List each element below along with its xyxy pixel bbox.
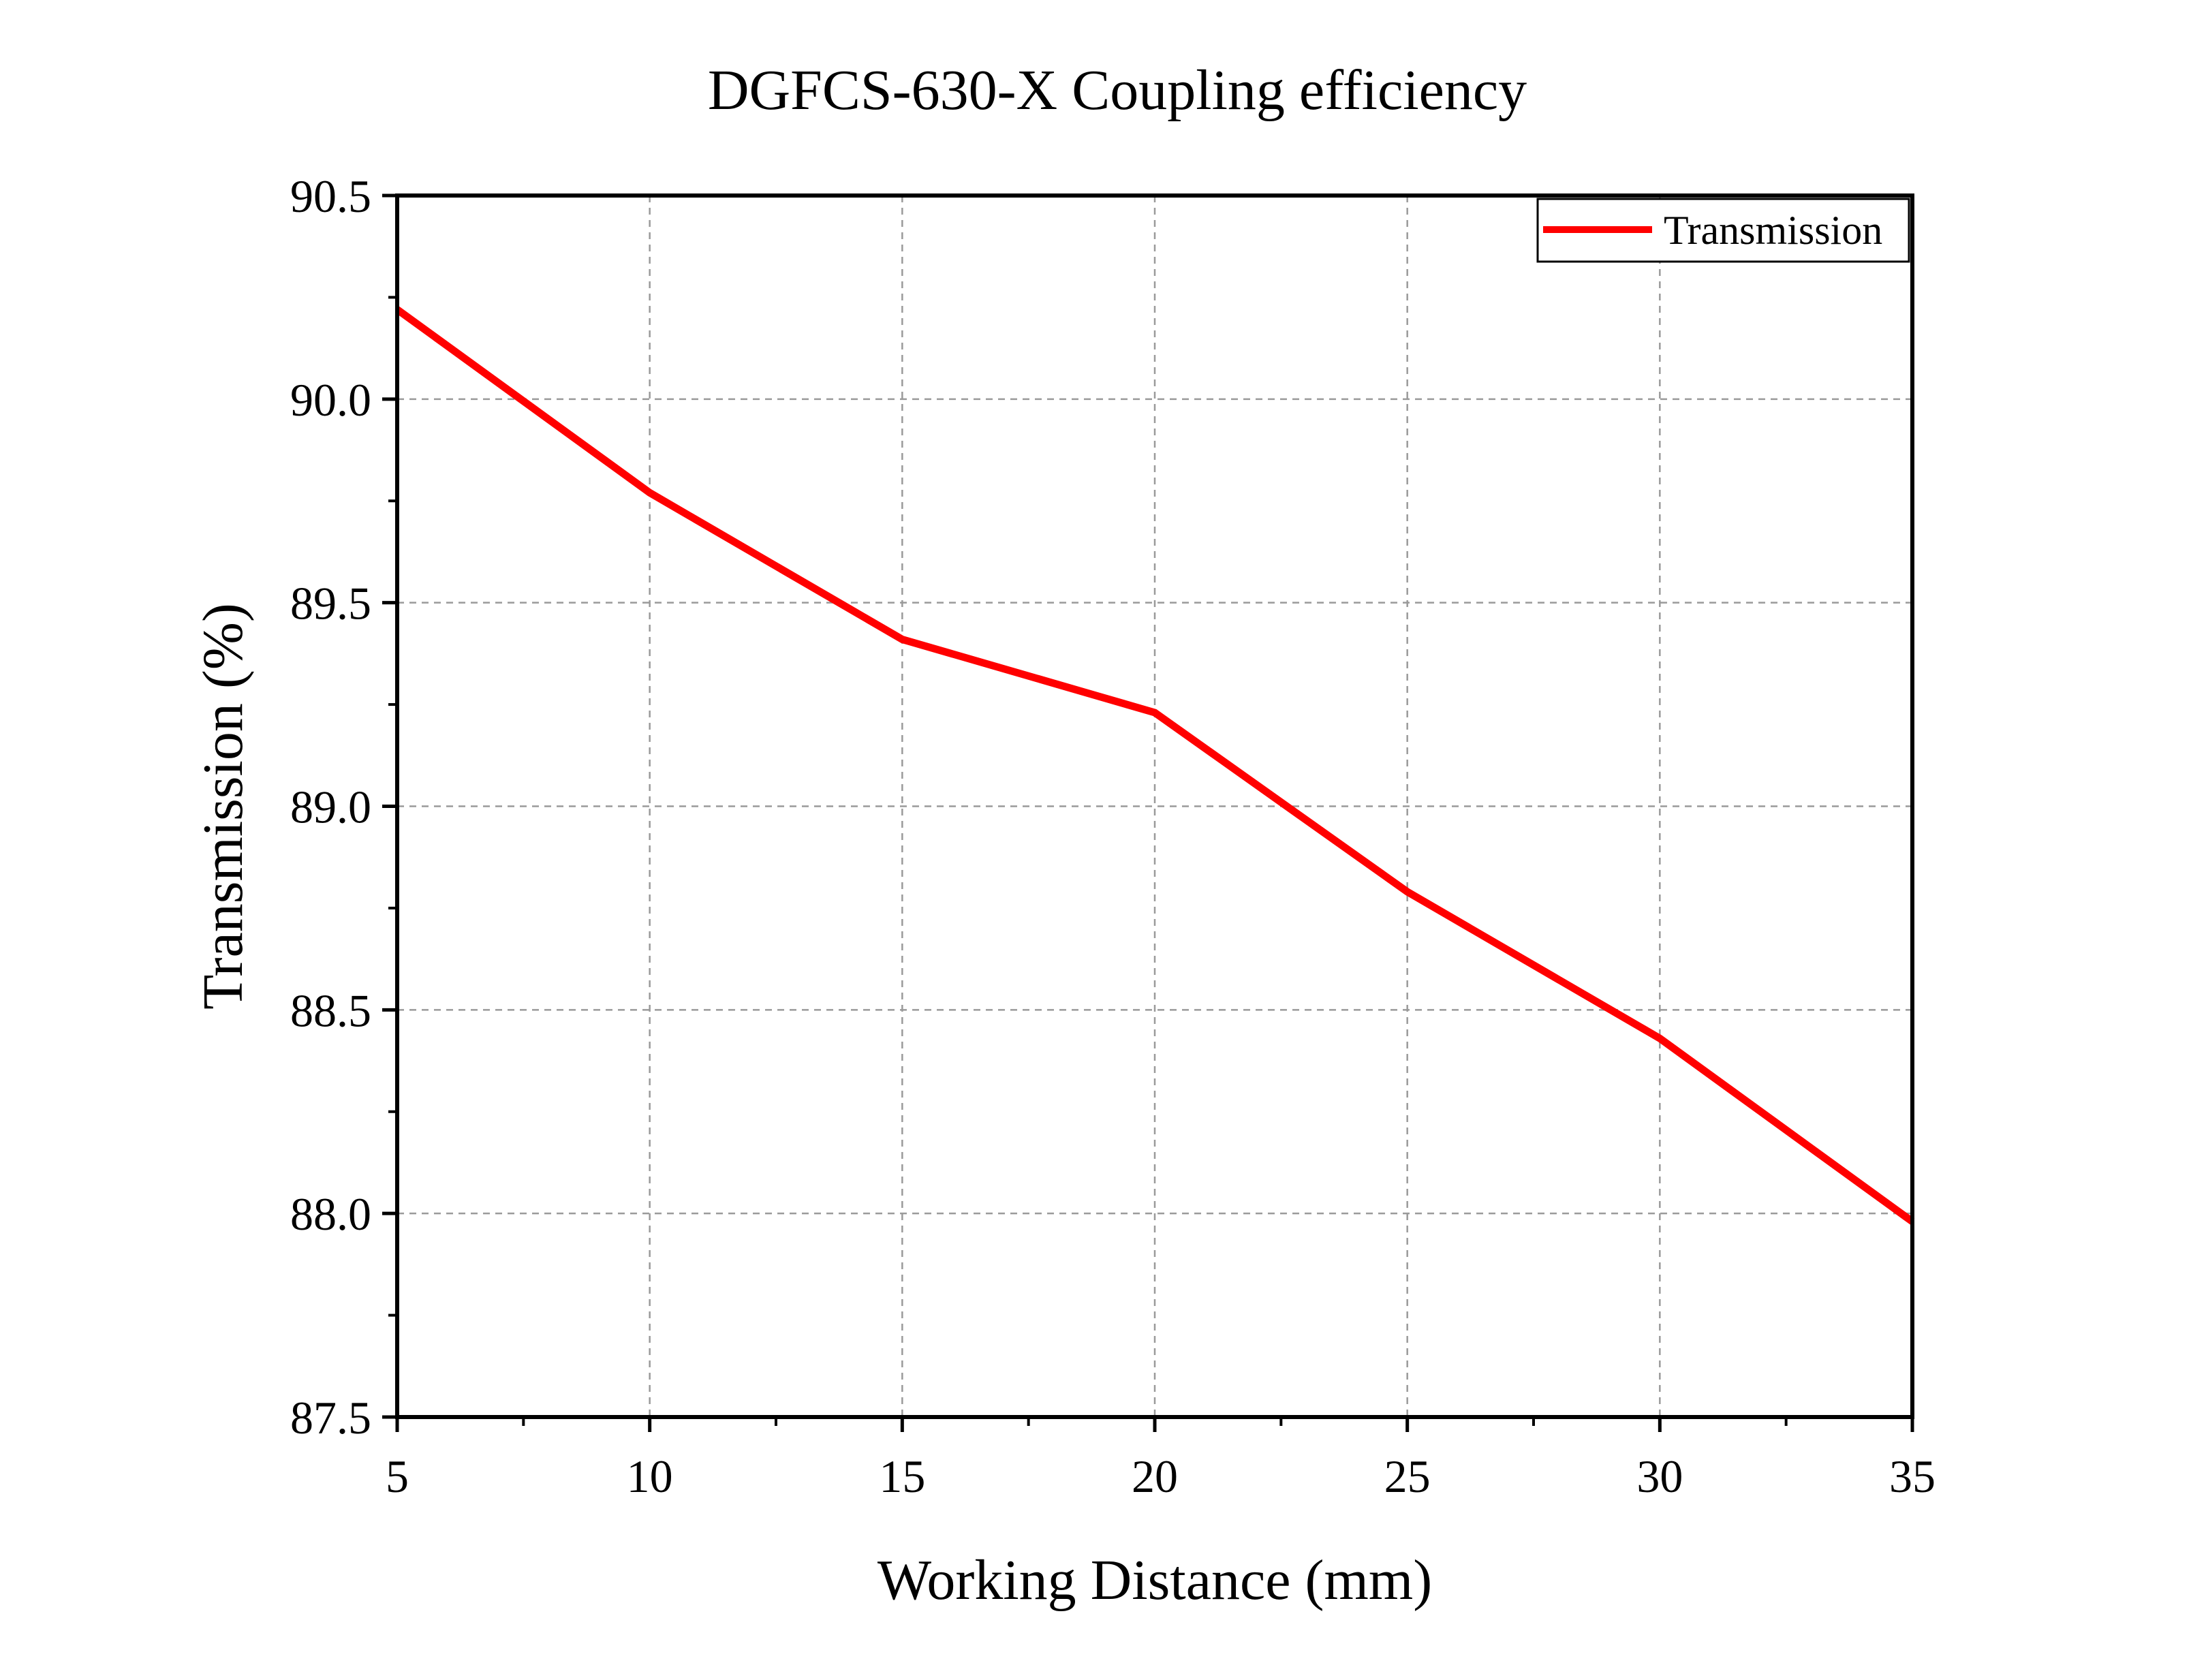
x-tick-label: 25 bbox=[1384, 1450, 1431, 1502]
tick-labels: 5 10 15 20 25 30 35 87.5 88.0 88.5 89.0 89.5 90.0 90.… bbox=[290, 170, 1936, 1502]
y-tick-label: 88.0 bbox=[290, 1188, 371, 1240]
y-tick-label: 88.5 bbox=[290, 984, 371, 1036]
x-tick-label: 5 bbox=[386, 1450, 409, 1502]
x-tick-label: 35 bbox=[1889, 1450, 1936, 1502]
grid-lines bbox=[397, 196, 1912, 1417]
x-tick-label: 30 bbox=[1636, 1450, 1683, 1502]
series-lines bbox=[394, 306, 1915, 1225]
x-tick-label: 10 bbox=[627, 1450, 673, 1502]
y-tick-label: 90.0 bbox=[290, 374, 371, 426]
plot-frame bbox=[395, 193, 1914, 1419]
chart-title: DGFCS-630-X Coupling efficiency bbox=[708, 59, 1527, 122]
y-tick-label: 90.5 bbox=[290, 170, 371, 222]
y-tick-label: 87.5 bbox=[290, 1392, 371, 1444]
legend-label-transmission: Transmission bbox=[1664, 208, 1882, 253]
y-tick-label: 89.5 bbox=[290, 578, 371, 629]
x-axis-label: Working Distance (mm) bbox=[877, 1549, 1432, 1612]
legend: Transmission bbox=[1536, 198, 1910, 263]
y-tick-label: 89.0 bbox=[290, 781, 371, 833]
x-tick-label: 20 bbox=[1132, 1450, 1178, 1502]
x-tick-label: 15 bbox=[879, 1450, 925, 1502]
series-line-transmission bbox=[394, 306, 1915, 1225]
y-axis-label: Transmission (%) bbox=[191, 603, 255, 1010]
